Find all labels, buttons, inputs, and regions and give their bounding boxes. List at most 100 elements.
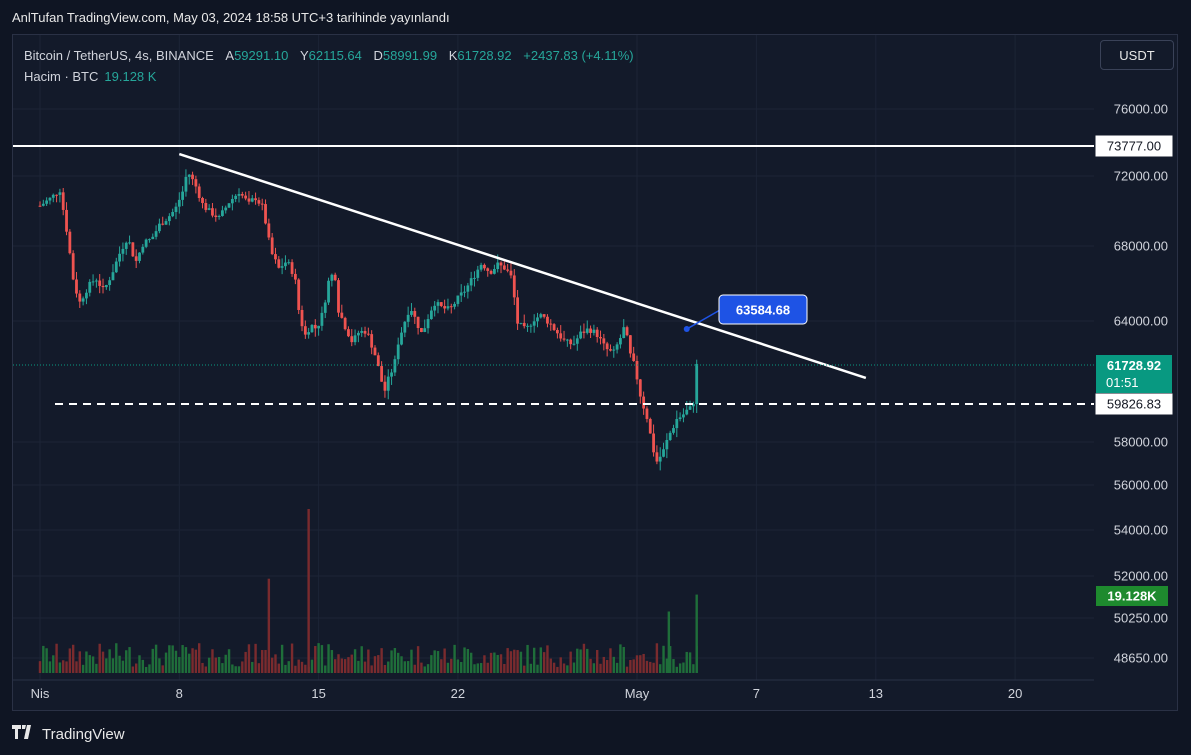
candle (320, 312, 324, 326)
volume-bar (131, 666, 135, 673)
candle (257, 200, 261, 204)
volume-bar (562, 663, 566, 673)
candle (313, 324, 317, 329)
volume-bar (406, 661, 410, 673)
candle (373, 347, 377, 356)
candle (552, 324, 556, 330)
candle (376, 355, 380, 367)
volume-bar (473, 664, 476, 673)
volume-bar (523, 665, 526, 673)
volume-bar (201, 662, 204, 673)
candle (519, 322, 523, 324)
volume-value: 19.128 K (104, 69, 157, 84)
candle (323, 302, 327, 313)
volume-bar (426, 664, 430, 673)
volume-bar (675, 666, 678, 673)
candle (619, 338, 622, 345)
candle (632, 353, 636, 362)
candle (559, 333, 563, 339)
volume-bar (98, 643, 101, 673)
volume-bar (310, 659, 314, 673)
candle (81, 298, 85, 302)
volume-bar (88, 655, 91, 673)
volume-bar (71, 644, 75, 673)
candle (75, 279, 78, 294)
candle (496, 262, 500, 270)
volume-bar (45, 648, 48, 673)
volume-bar (483, 655, 486, 673)
volume-bar (333, 659, 337, 673)
price-tick-label: 56000.00 (1114, 478, 1168, 493)
time-tick-label: 8 (176, 686, 183, 701)
candle (211, 208, 214, 216)
volume-bar (353, 649, 357, 673)
candle (529, 325, 533, 327)
high-label: Y (299, 48, 309, 63)
volume-bar (134, 663, 138, 673)
candle (284, 262, 287, 267)
candle (549, 323, 553, 325)
volume-bar (257, 663, 261, 673)
volume-bar (171, 645, 174, 673)
volume-bar (662, 645, 665, 673)
volume-bar (290, 643, 294, 673)
candle (635, 361, 639, 380)
currency-button[interactable]: USDT (1100, 40, 1174, 70)
candle (333, 274, 337, 281)
volume-bar (572, 662, 576, 673)
volume-bar (300, 661, 304, 673)
volume-bar (178, 657, 181, 673)
candle (61, 192, 65, 210)
volume-bar (596, 649, 599, 673)
volume-bar (343, 659, 347, 673)
candle (655, 452, 659, 462)
countdown-label: 01:51 (1106, 375, 1139, 390)
candle (380, 366, 384, 382)
candle (469, 278, 473, 286)
callout-box (718, 294, 808, 325)
candle (58, 192, 62, 195)
candle (148, 239, 151, 241)
candle (85, 292, 88, 299)
volume-bar (397, 652, 400, 673)
volume-bar (576, 648, 579, 673)
volume-bar (393, 648, 397, 673)
volume-bar (516, 650, 519, 673)
candle (668, 432, 672, 440)
volume-bar (489, 652, 493, 673)
candle (154, 231, 158, 237)
candle (303, 326, 307, 335)
volume-bar (207, 657, 211, 673)
candle (254, 198, 257, 201)
candle (406, 314, 410, 322)
volume-bar (62, 660, 65, 673)
volume-bar (635, 655, 639, 673)
volume-label: Hacim · BTC (24, 69, 99, 84)
volume-bar (154, 644, 158, 673)
volume-bar (101, 651, 105, 673)
volume-bar (198, 643, 201, 673)
volume-bar (125, 650, 128, 673)
candle (443, 306, 447, 309)
volume-bar (619, 644, 622, 673)
candle (615, 344, 619, 350)
volume-bar (52, 655, 55, 673)
price-tick-label: 58000.00 (1114, 435, 1168, 450)
volume-bar (542, 652, 546, 673)
candle (327, 280, 330, 303)
volume-bar (294, 665, 297, 673)
candle (38, 205, 42, 207)
volume-bar (181, 645, 184, 673)
candle (204, 203, 208, 210)
candle (463, 291, 466, 293)
time-tick-label: May (625, 686, 650, 701)
close-label: K (448, 48, 458, 63)
volume-badge (1096, 586, 1168, 606)
candle (108, 280, 112, 286)
volume-bar (340, 658, 344, 673)
candle (184, 176, 188, 192)
descending-trendline (178, 152, 867, 380)
volume-bar (592, 663, 596, 673)
time-tick-label: Nis (31, 686, 50, 701)
